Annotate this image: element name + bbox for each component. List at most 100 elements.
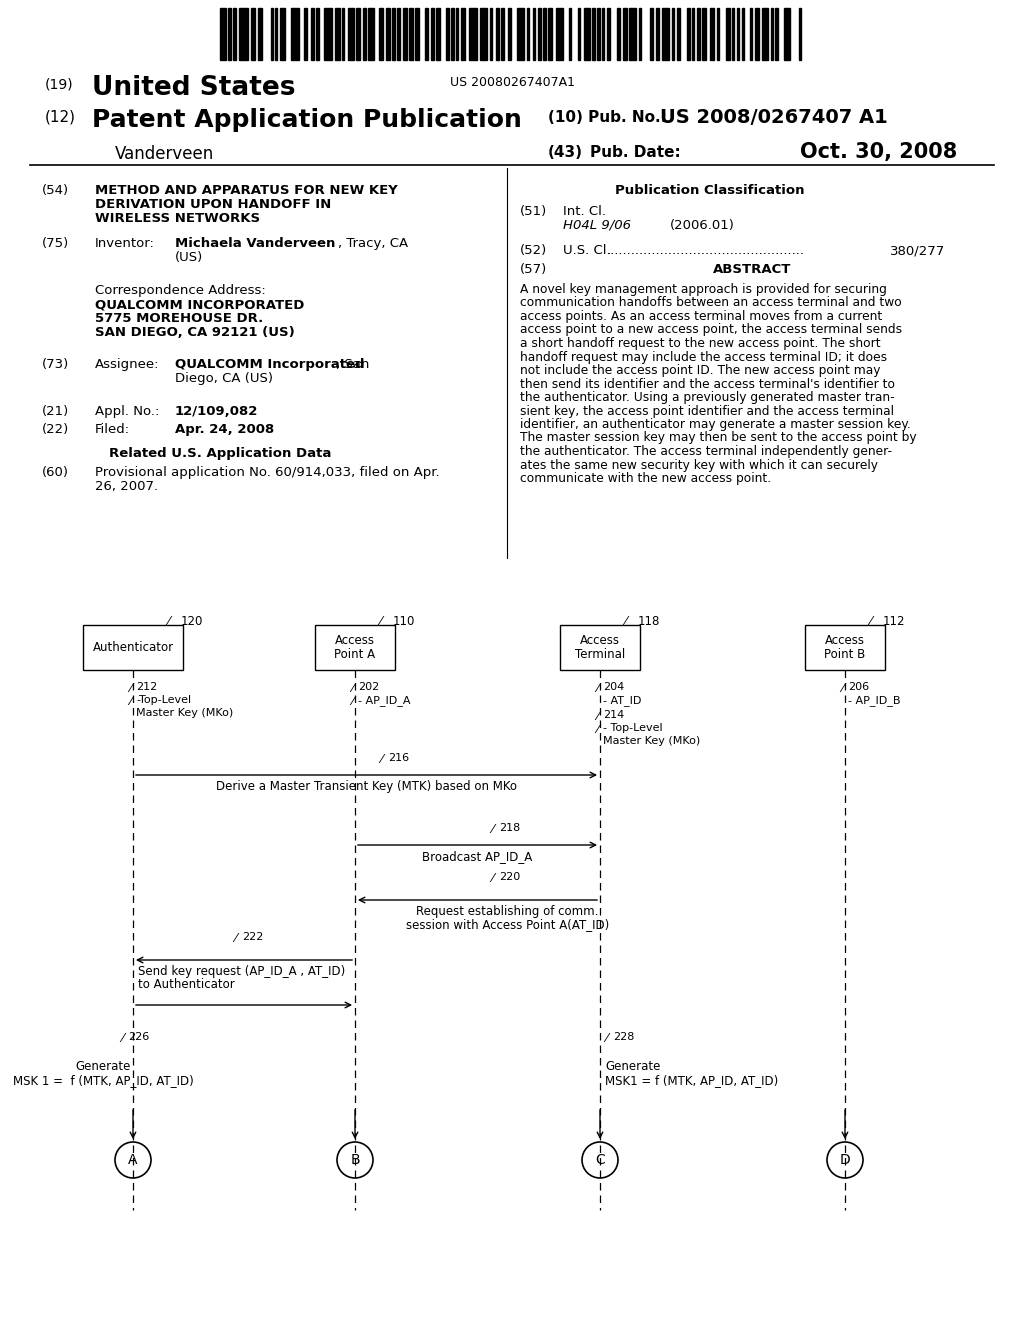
Text: - AP_ID_B: - AP_ID_B bbox=[848, 696, 900, 706]
Text: communicate with the new access point.: communicate with the new access point. bbox=[520, 473, 771, 484]
Text: ⁄: ⁄ bbox=[129, 682, 131, 696]
Text: 202: 202 bbox=[358, 682, 379, 692]
Text: The master session key may then be sent to the access point by: The master session key may then be sent … bbox=[520, 432, 916, 445]
Bar bbox=[508, 8, 511, 59]
Text: QUALCOMM INCORPORATED: QUALCOMM INCORPORATED bbox=[95, 298, 304, 312]
Text: ⁄: ⁄ bbox=[624, 615, 626, 628]
Bar bbox=[220, 8, 226, 59]
Text: ⁄: ⁄ bbox=[492, 822, 494, 836]
Text: Send key request (AP_ID_A , AT_ID): Send key request (AP_ID_A , AT_ID) bbox=[138, 965, 345, 978]
Text: Inventor:: Inventor: bbox=[95, 238, 155, 249]
Text: 118: 118 bbox=[638, 615, 660, 628]
Bar bbox=[750, 8, 753, 59]
Bar bbox=[270, 8, 273, 59]
Text: United States: United States bbox=[92, 75, 296, 102]
Text: Michaela Vanderveen: Michaela Vanderveen bbox=[175, 238, 336, 249]
Bar bbox=[556, 8, 563, 59]
Bar bbox=[677, 8, 680, 59]
Bar bbox=[517, 8, 523, 59]
Bar bbox=[672, 8, 674, 59]
Text: ⁄: ⁄ bbox=[841, 682, 843, 696]
Text: (2006.01): (2006.01) bbox=[670, 219, 735, 232]
Bar bbox=[228, 8, 230, 59]
Text: SAN DIEGO, CA 92121 (US): SAN DIEGO, CA 92121 (US) bbox=[95, 326, 295, 339]
Text: (60): (60) bbox=[42, 466, 69, 479]
Text: Generate: Generate bbox=[76, 1060, 131, 1073]
Bar bbox=[368, 8, 375, 59]
Text: (57): (57) bbox=[520, 263, 547, 276]
Bar bbox=[497, 8, 500, 59]
Text: 212: 212 bbox=[136, 682, 158, 692]
Text: US 2008/0267407 A1: US 2008/0267407 A1 bbox=[660, 108, 888, 127]
Bar bbox=[342, 8, 344, 59]
Text: (73): (73) bbox=[42, 358, 70, 371]
Text: (52): (52) bbox=[520, 244, 547, 257]
Bar bbox=[436, 8, 440, 59]
Text: identifier, an authenticator may generate a master session key.: identifier, an authenticator may generat… bbox=[520, 418, 910, 432]
Text: ates the same new security key with which it can securely: ates the same new security key with whic… bbox=[520, 458, 878, 471]
Bar bbox=[649, 8, 652, 59]
Text: 216: 216 bbox=[388, 752, 410, 763]
Text: ⁄: ⁄ bbox=[381, 752, 383, 766]
Bar bbox=[430, 8, 434, 59]
Bar bbox=[784, 8, 791, 59]
Text: Derive a Master Transient Key (MTK) based on MKo: Derive a Master Transient Key (MTK) base… bbox=[216, 780, 517, 793]
Bar bbox=[392, 8, 394, 59]
Text: ⁄: ⁄ bbox=[596, 710, 598, 723]
Bar bbox=[451, 8, 454, 59]
Bar bbox=[386, 8, 390, 59]
Bar bbox=[702, 8, 706, 59]
Text: ⁄: ⁄ bbox=[492, 873, 494, 884]
Text: - AP_ID_A: - AP_ID_A bbox=[358, 696, 411, 706]
Text: Publication Classification: Publication Classification bbox=[615, 183, 805, 197]
Text: 214: 214 bbox=[603, 710, 625, 719]
Text: METHOD AND APPARATUS FOR NEW KEY: METHOD AND APPARATUS FOR NEW KEY bbox=[95, 183, 397, 197]
Text: ⁄: ⁄ bbox=[869, 615, 871, 628]
Text: to Authenticator: to Authenticator bbox=[138, 978, 234, 991]
Text: ⁄: ⁄ bbox=[167, 615, 169, 628]
Bar bbox=[775, 8, 777, 59]
Text: ABSTRACT: ABSTRACT bbox=[713, 263, 792, 276]
Text: 5775 MOREHOUSE DR.: 5775 MOREHOUSE DR. bbox=[95, 312, 263, 325]
Text: 120: 120 bbox=[181, 615, 204, 628]
Text: Vanderveen: Vanderveen bbox=[115, 145, 214, 162]
Text: 226: 226 bbox=[128, 1032, 150, 1041]
Text: (21): (21) bbox=[42, 405, 70, 418]
Bar bbox=[396, 8, 399, 59]
Bar bbox=[686, 8, 690, 59]
Text: ................................................: ........................................… bbox=[607, 244, 805, 257]
Text: QUALCOMM Incorporated: QUALCOMM Incorporated bbox=[175, 358, 365, 371]
Text: (75): (75) bbox=[42, 238, 70, 249]
Bar bbox=[771, 8, 773, 59]
Bar bbox=[232, 8, 236, 59]
Text: then send its identifier and the access terminal's identifier to: then send its identifier and the access … bbox=[520, 378, 895, 391]
Bar bbox=[239, 8, 248, 59]
Bar bbox=[663, 8, 669, 59]
Text: D: D bbox=[840, 1152, 850, 1167]
Bar bbox=[83, 624, 183, 671]
Text: sient key, the access point identifier and the access terminal: sient key, the access point identifier a… bbox=[520, 404, 894, 417]
Bar bbox=[762, 8, 768, 59]
Bar bbox=[415, 8, 419, 59]
Bar bbox=[602, 8, 604, 59]
Text: , San: , San bbox=[336, 358, 370, 371]
Text: Pub. Date:: Pub. Date: bbox=[590, 145, 681, 160]
Text: ⁄: ⁄ bbox=[129, 696, 131, 708]
Bar bbox=[710, 8, 714, 59]
Bar bbox=[316, 8, 319, 59]
Text: handoff request may include the access terminal ID; it does: handoff request may include the access t… bbox=[520, 351, 887, 363]
Bar bbox=[623, 8, 628, 59]
Text: 110: 110 bbox=[393, 615, 416, 628]
Text: Oct. 30, 2008: Oct. 30, 2008 bbox=[800, 143, 957, 162]
Bar bbox=[597, 8, 600, 59]
Bar bbox=[303, 8, 307, 59]
Bar bbox=[697, 8, 700, 59]
Text: ⁄: ⁄ bbox=[379, 615, 381, 628]
Text: ⁄: ⁄ bbox=[121, 1032, 123, 1045]
Bar bbox=[756, 8, 759, 59]
Text: 26, 2007.: 26, 2007. bbox=[95, 480, 158, 492]
Bar bbox=[656, 8, 659, 59]
Bar bbox=[469, 8, 477, 59]
Text: Assignee:: Assignee: bbox=[95, 358, 160, 371]
Text: (43): (43) bbox=[548, 145, 583, 160]
